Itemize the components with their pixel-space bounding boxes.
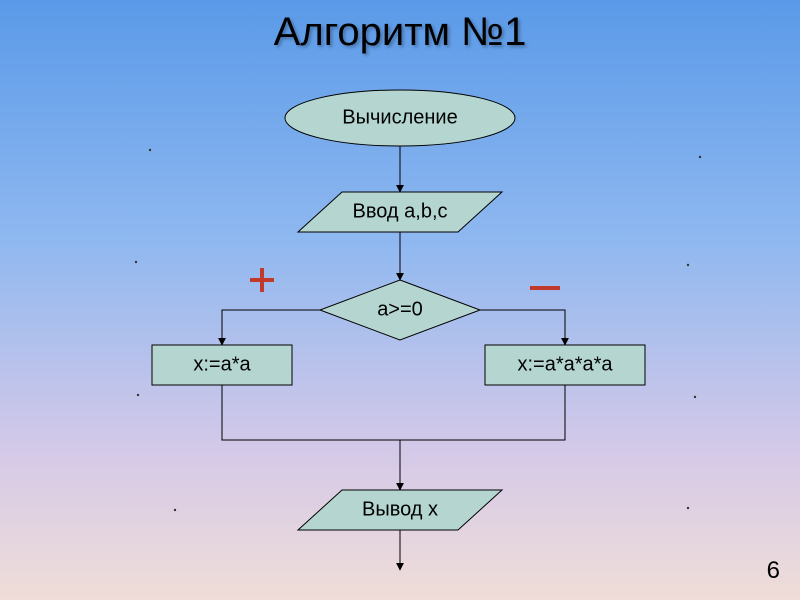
- node-label-n2: Ввод a,b,c: [352, 200, 447, 222]
- stray-dot-3: [687, 264, 689, 266]
- node-label-n4: x:=a*a: [193, 353, 251, 375]
- node-label-n1: Вычисление: [342, 106, 457, 128]
- node-label-n5: x:=a*a*a*a: [517, 353, 613, 375]
- stray-dot-4: [137, 394, 139, 396]
- edge-n3-n4: [222, 310, 320, 345]
- stray-dot-1: [699, 156, 701, 158]
- stray-dot-7: [687, 507, 689, 509]
- edge-n3-n5: [480, 310, 565, 345]
- stray-dot-6: [174, 509, 176, 511]
- node-label-n6: Вывод x: [362, 498, 438, 520]
- stray-dot-2: [135, 261, 137, 263]
- edge-n4-join: [222, 385, 400, 440]
- stray-dot-0: [149, 149, 151, 151]
- stray-dot-5: [694, 396, 696, 398]
- flowchart: Вычисление Ввод a,b,c a>=0 x:=a*a x:=a*a*a*a…: [0, 0, 800, 600]
- edge-n5-join: [400, 385, 565, 440]
- node-label-n3: a>=0: [377, 298, 423, 320]
- page-number: 6: [767, 557, 780, 585]
